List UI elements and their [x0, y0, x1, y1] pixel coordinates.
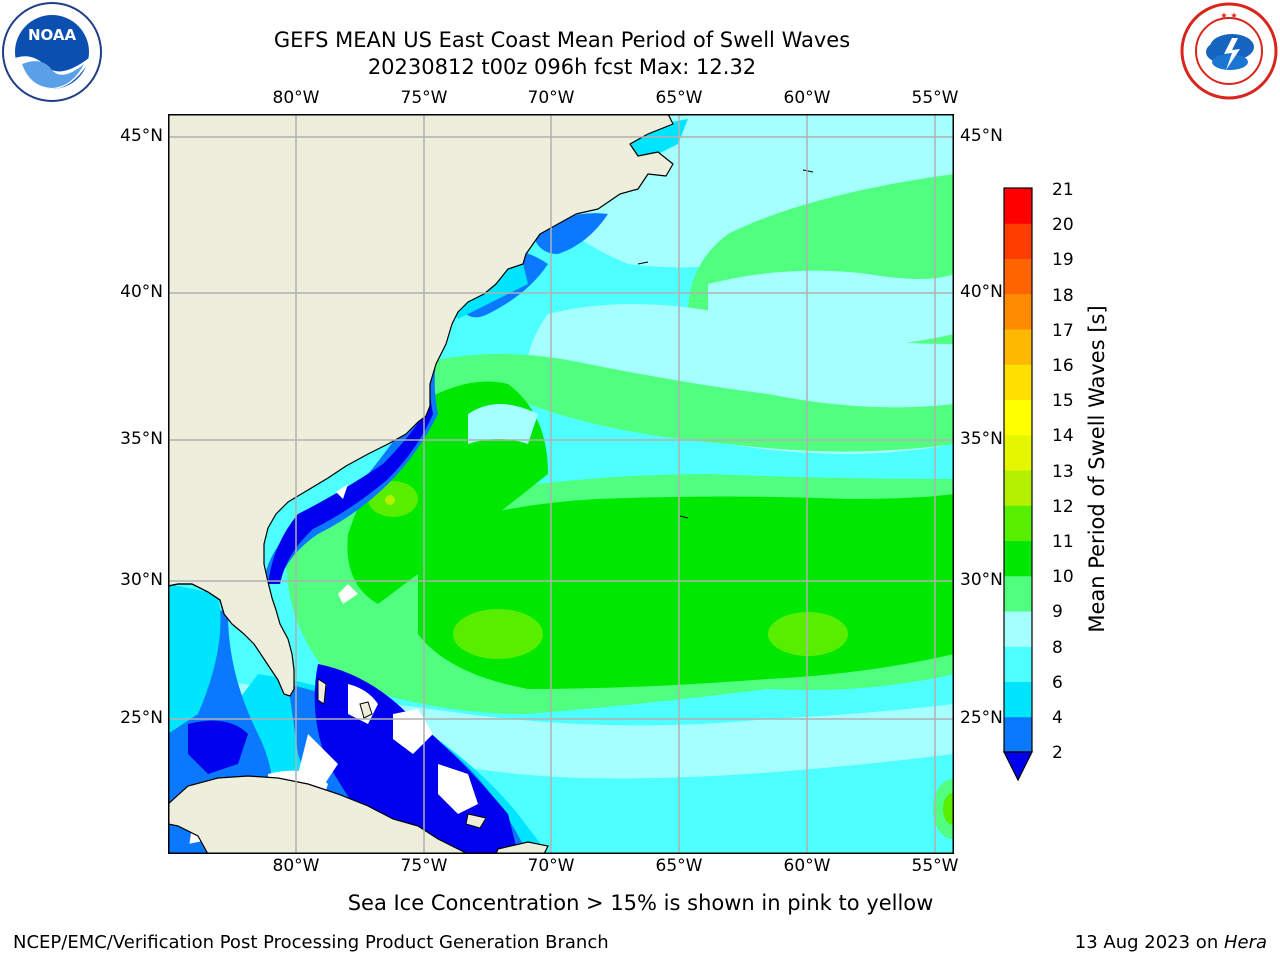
colorbar-bin	[1004, 434, 1032, 471]
core-11s-region	[418, 494, 954, 689]
map-title: GEFS MEAN US East Coast Mean Period of S…	[273, 28, 851, 52]
lat-label-right-45n: 45°N	[960, 126, 1003, 146]
national-weather-service-logo: ★ ★	[1180, 2, 1278, 100]
map-panel	[168, 114, 954, 854]
lat-label-left-40n: 40°N	[120, 282, 163, 302]
noaa-logo: NOAA	[2, 2, 102, 102]
lon-label-top-60w: 60°W	[783, 88, 831, 108]
lon-label-bottom-75w: 75°W	[400, 856, 448, 876]
lon-label-bottom-55w: 55°W	[911, 856, 959, 876]
colorbar-tick-13: 13	[1052, 462, 1074, 482]
footer-machine: Hera	[1223, 932, 1267, 953]
colorbar-bin	[1004, 575, 1032, 612]
lat-label-right-35n: 35°N	[960, 429, 1003, 449]
colorbar-bin	[1004, 329, 1032, 365]
colorbar-tick-15: 15	[1052, 391, 1074, 411]
colorbar-bin	[1004, 681, 1032, 718]
colorbar-tick-2: 2	[1052, 743, 1063, 763]
lat-label-left-45n: 45°N	[120, 126, 163, 146]
colorbar-bin	[1004, 399, 1032, 436]
colorbar-label: Mean Period of Swell Waves [s]	[1085, 305, 1109, 633]
footer-producer: NCEP/EMC/Verification Post Processing Pr…	[13, 932, 609, 953]
colorbar-tick-4: 4	[1052, 708, 1063, 728]
lon-label-bottom-80w: 80°W	[272, 856, 320, 876]
land-north-america	[168, 114, 674, 697]
land-cuba	[168, 775, 469, 854]
svg-text:★ ★: ★ ★	[1220, 11, 1237, 20]
lon-label-bottom-70w: 70°W	[527, 856, 575, 876]
colorbar-graphic	[1003, 187, 1033, 782]
colorbar-tick-16: 16	[1052, 356, 1074, 376]
footer-date-text: 13 Aug 2023 on	[1074, 932, 1224, 953]
colorbar-tick-11: 11	[1052, 532, 1074, 552]
lat-label-right-25n: 25°N	[960, 708, 1003, 728]
colorbar-under-arrow	[1003, 751, 1033, 782]
noaa-logo-text: NOAA	[28, 26, 77, 44]
lon-label-top-55w: 55°W	[911, 88, 959, 108]
colorbar-tick-14: 14	[1052, 426, 1074, 446]
colorbar-bin	[1004, 188, 1032, 224]
sea-ice-note: Sea Ice Concentration > 15% is shown in …	[347, 891, 934, 915]
lon-label-top-70w: 70°W	[527, 88, 575, 108]
lat-label-right-40n: 40°N	[960, 282, 1003, 302]
colorbar-tick-18: 18	[1052, 286, 1074, 306]
colorbar-bin	[1004, 505, 1032, 541]
colorbar-frame	[1003, 187, 1033, 753]
lat-label-left-30n: 30°N	[120, 570, 163, 590]
colorbar-tick-12: 12	[1052, 497, 1074, 517]
lat-label-left-25n: 25°N	[120, 708, 163, 728]
lat-label-left-35n: 35°N	[120, 429, 163, 449]
map-subtitle: 20230812 t00z 096h fcst Max: 12.32	[367, 55, 757, 79]
colorbar-bin	[1004, 258, 1032, 295]
lon-label-top-80w: 80°W	[272, 88, 320, 108]
colorbar-bin	[1004, 716, 1032, 753]
colorbar-tick-21: 21	[1052, 180, 1074, 200]
colorbar-tick-6: 6	[1052, 673, 1063, 693]
colorbar-bin	[1004, 646, 1032, 682]
colorbar-bin	[1004, 540, 1032, 577]
lon-label-top-65w: 65°W	[655, 88, 703, 108]
colorbar-tick-19: 19	[1052, 250, 1074, 270]
lat-label-right-30n: 30°N	[960, 570, 1003, 590]
colorbar-tick-8: 8	[1052, 638, 1063, 658]
colorbar-bin	[1004, 470, 1032, 506]
colorbar-tick-9: 9	[1052, 602, 1063, 622]
gridlines	[168, 114, 954, 854]
map-frame	[168, 114, 954, 854]
lon-label-top-75w: 75°W	[400, 88, 448, 108]
lon-label-bottom-60w: 60°W	[783, 856, 831, 876]
colorbar-tick-17: 17	[1052, 321, 1074, 341]
colorbar-tick-10: 10	[1052, 567, 1074, 587]
colorbar	[1000, 186, 1036, 786]
lon-label-bottom-65w: 65°W	[655, 856, 703, 876]
colorbar-bin	[1004, 223, 1032, 259]
colorbar-bin	[1004, 293, 1032, 330]
colorbar-bin	[1004, 611, 1032, 647]
footer-date: 13 Aug 2023 on Hera	[1075, 932, 1267, 953]
colorbar-tick-20: 20	[1052, 215, 1074, 235]
swell-period-map	[168, 114, 954, 854]
colorbar-bin	[1004, 364, 1032, 400]
